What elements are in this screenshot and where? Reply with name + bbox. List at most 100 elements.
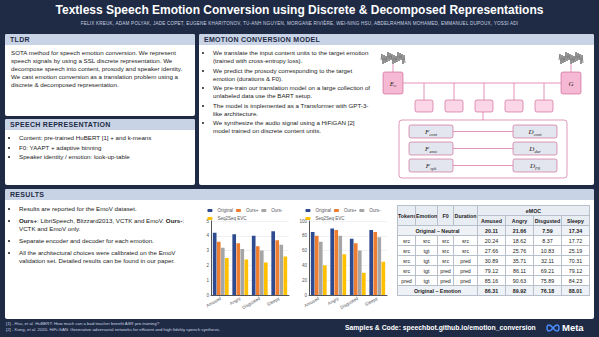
html-text:eMOC: eMOC — [525, 207, 542, 214]
svg-text:Ec: Ec — [389, 80, 396, 89]
html-text:src: src — [462, 237, 469, 244]
html-text:7.59: 7.59 — [542, 227, 553, 234]
svg-text:4: 4 — [206, 233, 209, 238]
html-text:pred: pred — [460, 267, 471, 274]
html-text:70.31: 70.31 — [568, 257, 583, 264]
html-text:Amused: Amused — [481, 217, 502, 224]
html-text:src: src — [442, 257, 449, 264]
html-text:RESULTS: RESULTS — [10, 191, 45, 198]
html-text:86.11: 86.11 — [513, 267, 526, 274]
svg-text:Ours-: Ours- — [369, 208, 381, 213]
html-text:tgt: tgt — [423, 247, 430, 254]
html-text:src: src — [403, 237, 410, 244]
svg-text:Disgusted: Disgusted — [339, 296, 359, 311]
html-text:8.37: 8.37 — [542, 237, 553, 244]
html-text:30.89: 30.89 — [484, 257, 499, 264]
html-text:We synthesize the audio signal: We synthesize the audio signal using a H… — [213, 119, 355, 134]
svg-text:0: 0 — [206, 293, 209, 298]
svg-text:Angry: Angry — [327, 295, 340, 306]
svg-text:Dcont: Dcont — [528, 128, 543, 137]
svg-text:Angry: Angry — [229, 295, 242, 306]
html-text:20.11: 20.11 — [485, 227, 498, 234]
html-text:src: src — [462, 247, 469, 254]
html-text:All the architectural choices: All the architectural choices were calib… — [19, 249, 176, 264]
svg-text:Seq2Seq EVC: Seq2Seq EVC — [315, 216, 345, 221]
svg-text:20: 20 — [302, 278, 308, 283]
html-text:EMOTION CONVERSION MODEL: EMOTION CONVERSION MODEL — [204, 36, 321, 43]
svg-text:Ours-: Ours- — [271, 208, 283, 213]
svg-text:Amused: Amused — [303, 296, 320, 309]
html-text:pred: pred — [440, 267, 451, 274]
svg-text:Sleepy: Sleepy — [266, 295, 281, 307]
html-text:Ours+: LibriSpeech, Blizzard20: Ours+: LibriSpeech, Blizzard2013, VCTK a… — [19, 217, 185, 232]
html-text:Tokens Emotion: Tokens Emotion — [398, 212, 438, 219]
svg-text:Amused: Amused — [205, 296, 222, 309]
html-text:10.83: 10.83 — [540, 247, 555, 254]
html-text:79.12: 79.12 — [568, 267, 583, 274]
svg-text:G: G — [568, 80, 573, 88]
html-text:Textless Speech Emotion Conver: Textless Speech Emotion Conversion using… — [55, 3, 544, 17]
svg-text:Disgusted: Disgusted — [241, 296, 261, 311]
html-text:25.19: 25.19 — [568, 247, 583, 254]
svg-text:Original: Original — [217, 208, 233, 213]
svg-text:0: 0 — [304, 293, 307, 298]
html-text:Results are reported for the E: Results are reported for the EmoV datase… — [19, 205, 137, 212]
svg-text:Seq2Seq EVC: Seq2Seq EVC — [217, 216, 247, 221]
svg-text:3: 3 — [206, 248, 209, 253]
svg-text:Fcont: Fcont — [424, 128, 438, 137]
html-text:The model is implemented as a: The model is implemented as a Transforme… — [213, 101, 369, 117]
html-text:21.66: 21.66 — [512, 227, 527, 234]
html-text:18.62: 18.62 — [512, 237, 527, 244]
svg-text:80: 80 — [302, 233, 308, 238]
html-text:17.34: 17.34 — [568, 227, 583, 234]
html-text:F0: F0 — [442, 212, 449, 219]
html-text:We translate the input content: We translate the input content units to … — [213, 49, 369, 64]
svg-text:1: 1 — [206, 278, 209, 283]
html-text:Angry: Angry — [511, 217, 528, 224]
svg-text:Ours+: Ours+ — [344, 208, 357, 213]
html-text:Meta: Meta — [562, 322, 584, 333]
html-text:SPEECH REPRESENTATION: SPEECH REPRESENTATION — [10, 121, 111, 128]
svg-text:DF0: DF0 — [529, 162, 541, 171]
html-text:F0: YAAPT + adaptive binning: F0: YAAPT + adaptive binning — [19, 143, 102, 151]
html-text:Sleepy: Sleepy — [567, 217, 584, 224]
html-text:20.24: 20.24 — [484, 237, 499, 244]
html-text:src: src — [403, 257, 410, 264]
svg-text:Fspk: Fspk — [425, 162, 437, 171]
svg-text:40: 40 — [302, 263, 308, 268]
html-text:pred: pred — [401, 277, 412, 284]
html-text:27.66: 27.66 — [484, 247, 499, 254]
html-text:src: src — [442, 237, 449, 244]
html-text:tgt: tgt — [423, 277, 430, 284]
html-text:25.76: 25.76 — [512, 247, 527, 254]
html-text:src: src — [403, 267, 410, 274]
html-text:79.12: 79.12 — [484, 267, 499, 274]
html-text:Separate encoder and decoder f: Separate encoder and decoder for each em… — [19, 237, 154, 244]
html-text:69.21: 69.21 — [540, 267, 555, 274]
html-text:Speaker identity / emotion: lo: Speaker identity / emotion: look-up-tabl… — [19, 153, 130, 160]
html-text:Content: pre-trained HuBERT [1: Content: pre-trained HuBERT [1] + and k-… — [19, 134, 152, 141]
html-text:TLDR: TLDR — [10, 36, 30, 43]
html-text:32.11: 32.11 — [541, 257, 554, 264]
html-text:tgt: tgt — [423, 257, 430, 264]
html-text:Disgusted: Disgusted — [534, 217, 561, 224]
html-text:We pre-train our translation m: We pre-train our translation model on a … — [213, 84, 371, 99]
html-text:pred: pred — [460, 257, 471, 264]
html-text:Original – Neutral: Original – Neutral — [415, 227, 460, 234]
svg-text:Ours+: Ours+ — [246, 208, 259, 213]
svg-text:Ddur: Ddur — [528, 145, 541, 154]
html-text:Duration: Duration — [454, 212, 477, 219]
html-text:35.71: 35.71 — [512, 257, 527, 264]
html-text:src: src — [442, 247, 449, 254]
html-text:tgt: tgt — [423, 267, 430, 274]
html-text:17.72: 17.72 — [568, 237, 583, 244]
svg-text:60: 60 — [302, 248, 308, 253]
html-text:We predict the prosody corresp: We predict the prosody corresponding to … — [213, 66, 353, 82]
html-text:SOTA method for speech emotion: SOTA method for speech emotion conversio… — [11, 49, 183, 88]
svg-text:Original: Original — [315, 208, 331, 213]
svg-text:2: 2 — [206, 263, 209, 268]
svg-text:Sleepy: Sleepy — [364, 295, 379, 307]
svg-text:Femo: Femo — [424, 145, 438, 154]
html-text:src: src — [403, 247, 410, 254]
html-text:src: src — [423, 237, 430, 244]
